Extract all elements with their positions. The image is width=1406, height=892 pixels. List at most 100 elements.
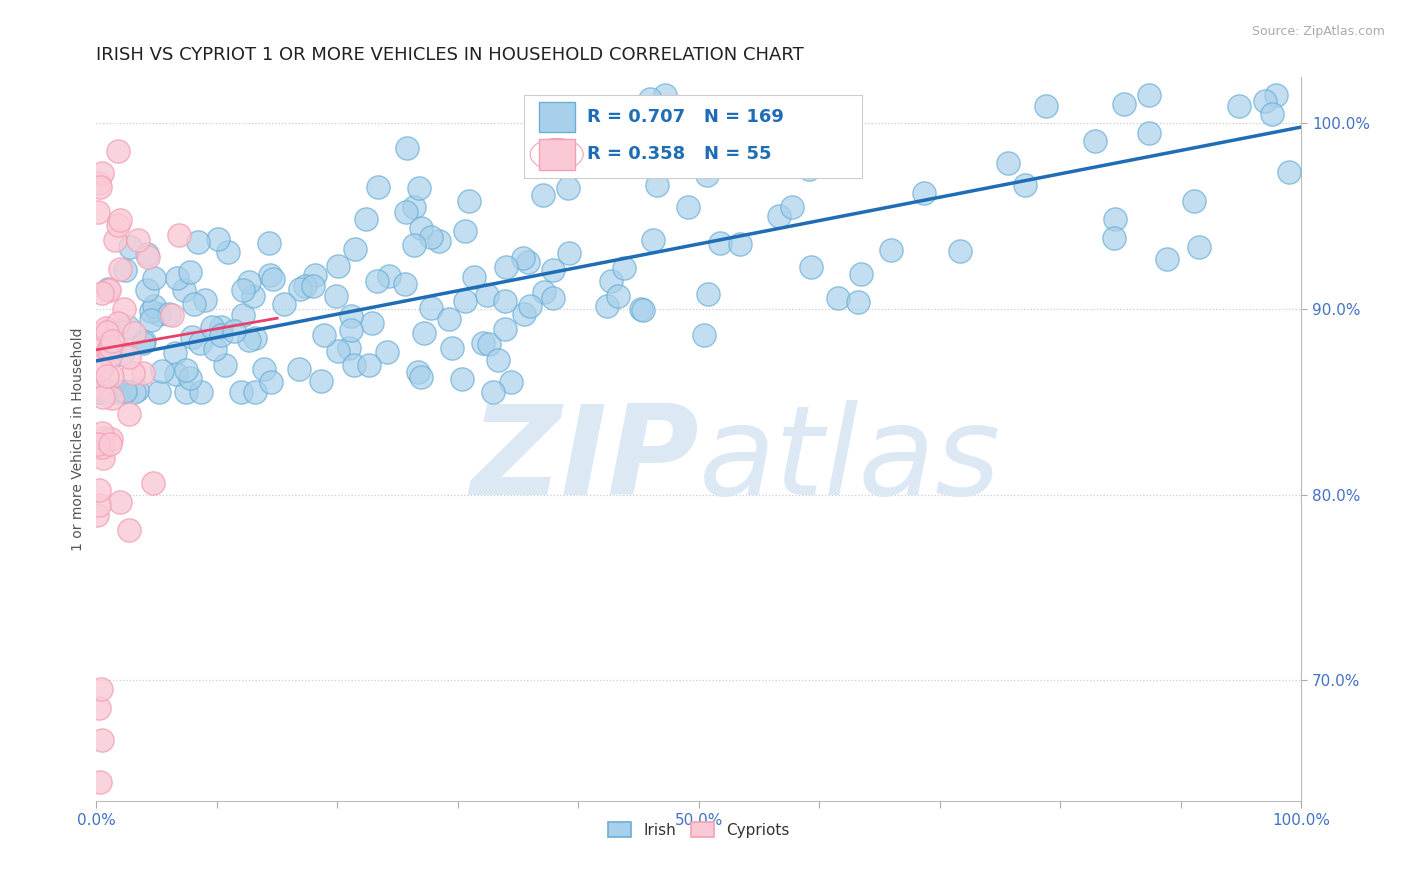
Point [645, 178, 668, 192]
Point [413, 326, 436, 340]
Point [676, 200, 699, 214]
Point [1137, 126, 1160, 140]
Point [231, 385, 253, 400]
Point [100, 369, 122, 384]
Point [91, 451, 114, 466]
Point [100, 340, 122, 354]
Point [343, 243, 366, 257]
Point [463, 269, 485, 284]
Point [1253, 94, 1275, 108]
Point [90, 166, 112, 180]
Point [693, 327, 716, 342]
Point [87, 483, 110, 497]
Point [596, 299, 619, 313]
Point [111, 347, 134, 361]
Point [304, 268, 326, 282]
Point [89, 775, 111, 789]
Point [494, 321, 516, 335]
Point [190, 385, 212, 400]
Point [232, 308, 254, 322]
Point [450, 372, 472, 386]
Point [516, 255, 538, 269]
Point [152, 363, 174, 377]
Point [294, 278, 316, 293]
Point [96, 325, 118, 339]
Point [98, 436, 121, 450]
Point [104, 233, 127, 247]
Point [408, 180, 430, 194]
Point [148, 307, 170, 321]
Point [643, 234, 665, 248]
Point [1182, 194, 1205, 209]
Point [98, 385, 121, 400]
Point [354, 211, 377, 226]
Point [214, 358, 236, 372]
Point [558, 245, 581, 260]
Point [160, 308, 183, 322]
Text: R = 0.707   N = 169: R = 0.707 N = 169 [586, 108, 783, 126]
Point [142, 270, 165, 285]
Point [395, 205, 418, 219]
Point [87, 385, 110, 400]
Point [1278, 164, 1301, 178]
Point [630, 301, 652, 316]
Point [98, 340, 121, 354]
Point [97, 283, 120, 297]
Point [183, 297, 205, 311]
Point [531, 187, 554, 202]
Point [90, 682, 112, 697]
Point [209, 320, 232, 334]
Point [437, 312, 460, 326]
Point [179, 370, 201, 384]
Point [949, 244, 972, 258]
Point [89, 498, 111, 512]
Point [441, 341, 464, 355]
Point [262, 272, 284, 286]
Point [118, 240, 141, 254]
Point [606, 288, 628, 302]
Point [91, 390, 114, 404]
Point [654, 88, 676, 103]
Point [475, 287, 498, 301]
Point [97, 282, 120, 296]
Point [125, 383, 148, 397]
Point [1014, 178, 1036, 192]
Point [472, 336, 495, 351]
Point [806, 156, 828, 170]
Point [543, 263, 565, 277]
Text: R = 0.358   N = 55: R = 0.358 N = 55 [586, 145, 772, 163]
Point [91, 431, 114, 445]
Point [419, 229, 441, 244]
Point [243, 331, 266, 345]
Point [132, 335, 155, 350]
Point [1261, 106, 1284, 120]
Point [768, 209, 790, 223]
Point [325, 289, 347, 303]
Point [288, 362, 311, 376]
Point [97, 343, 120, 358]
Point [238, 275, 260, 289]
Point [359, 358, 381, 372]
Legend: Irish, Cypriots: Irish, Cypriots [602, 815, 796, 844]
Point [188, 336, 211, 351]
Point [166, 271, 188, 285]
Point [394, 277, 416, 292]
Point [107, 144, 129, 158]
Point [817, 120, 839, 134]
Point [118, 408, 141, 422]
Point [260, 375, 283, 389]
Point [108, 495, 131, 509]
Point [326, 260, 349, 274]
Point [339, 309, 361, 323]
Point [139, 303, 162, 318]
Point [302, 279, 325, 293]
FancyBboxPatch shape [538, 102, 575, 132]
Point [217, 244, 239, 259]
Point [640, 92, 662, 106]
Point [135, 247, 157, 261]
Point [114, 263, 136, 277]
Text: Source: ZipAtlas.com: Source: ZipAtlas.com [1251, 25, 1385, 38]
Point [100, 432, 122, 446]
Point [337, 341, 360, 355]
Point [406, 364, 429, 378]
